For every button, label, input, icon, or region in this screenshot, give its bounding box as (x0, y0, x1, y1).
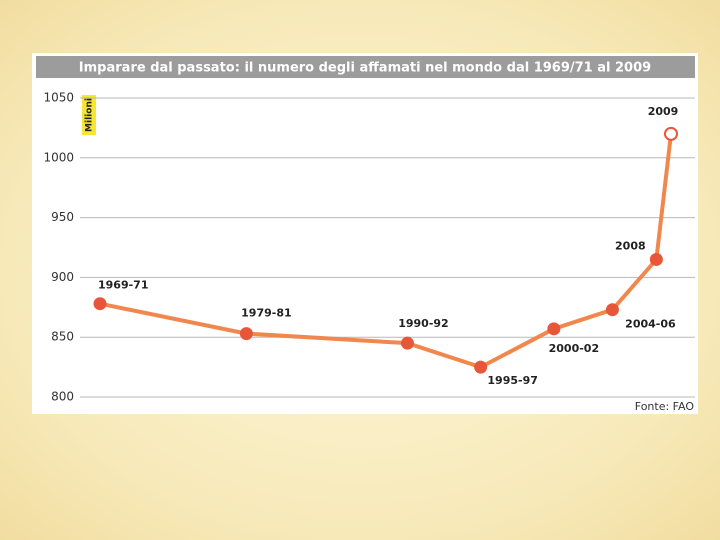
data-point (400, 336, 414, 350)
y-label-bg (82, 95, 96, 135)
point-label: 1969-71 (98, 279, 149, 292)
chart-panel (32, 53, 698, 414)
title-bar (36, 56, 695, 78)
y-tick-label: 900 (51, 270, 74, 284)
data-point (649, 252, 663, 266)
y-tick-label: 850 (51, 330, 74, 344)
y-tick-label: 1000 (43, 150, 74, 164)
y-axis-label: Milioni (85, 98, 95, 132)
data-point (547, 322, 561, 336)
data-point (93, 297, 107, 311)
point-label: 1990-92 (398, 317, 449, 330)
source: Fonte: FAO (635, 400, 695, 413)
point-label: 2004-06 (625, 318, 676, 331)
data-point (605, 303, 619, 317)
point-label: 2008 (615, 239, 646, 252)
data-point (239, 327, 253, 341)
point-label: 2000-02 (549, 342, 600, 355)
data-point (664, 126, 678, 141)
chart-title: Imparare dal passato: il numero degli af… (79, 61, 651, 76)
y-tick-label: 950 (51, 210, 74, 224)
point-label: 1995-97 (487, 374, 538, 387)
series-line (99, 133, 673, 370)
data-point (474, 360, 488, 374)
y-tick-label: 800 (51, 390, 74, 404)
point-label: 2009 (648, 105, 679, 118)
y-tick-label: 1050 (43, 91, 74, 105)
point-label: 1979-81 (241, 307, 292, 320)
